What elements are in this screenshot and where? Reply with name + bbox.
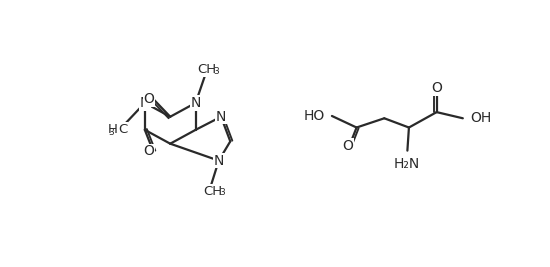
Text: OH: OH [470,111,491,125]
Text: O: O [431,81,442,95]
Text: C: C [118,123,127,136]
Text: CH: CH [197,63,216,76]
Text: H: H [108,123,118,136]
Text: O: O [143,92,154,106]
Text: 3: 3 [219,189,226,198]
Text: O: O [343,139,354,153]
Text: N: N [216,110,226,124]
Text: N: N [213,154,224,168]
Text: CH: CH [203,185,222,198]
Text: N: N [190,96,201,110]
Text: H: H [408,157,417,170]
Text: H₂N: H₂N [393,157,420,171]
Text: 3: 3 [213,67,219,76]
Text: N: N [140,96,150,110]
Text: HO: HO [304,109,325,123]
Text: 3: 3 [108,128,114,137]
Text: O: O [143,144,154,158]
